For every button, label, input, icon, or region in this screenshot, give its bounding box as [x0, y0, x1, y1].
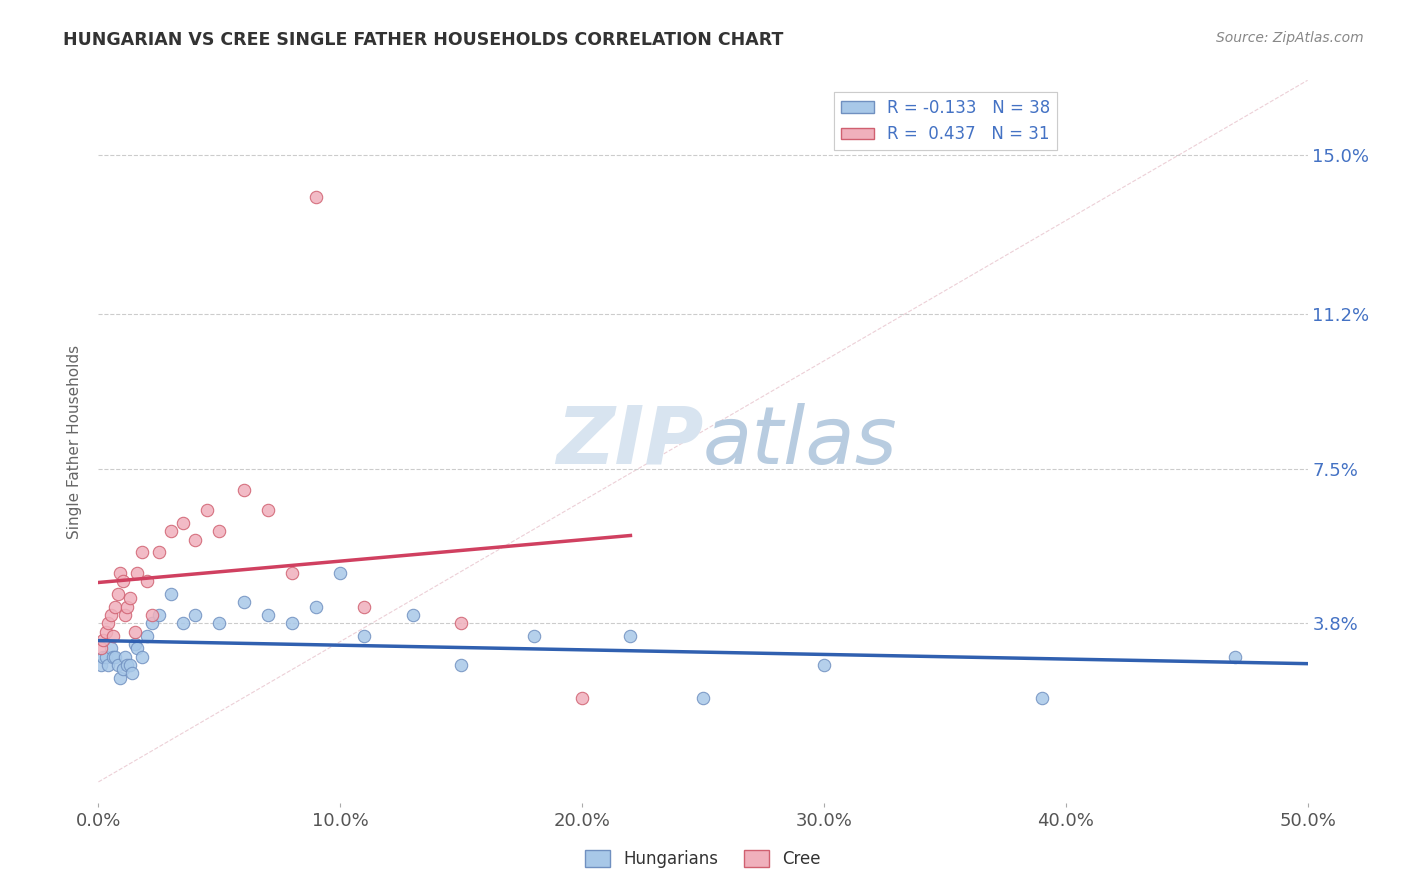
Point [107, 657, 129, 672]
Point [91, 649, 114, 664]
Point [101, 629, 124, 643]
Point [256, 503, 278, 517]
Point [256, 607, 278, 622]
Point [208, 524, 231, 539]
Point [172, 616, 194, 631]
Point [111, 662, 134, 676]
Point [108, 566, 131, 580]
Point [1031, 691, 1053, 706]
Point [523, 629, 546, 643]
Y-axis label: Single Father Households: Single Father Households [67, 344, 83, 539]
Point [135, 629, 157, 643]
Point [232, 483, 254, 497]
Point [127, 641, 149, 656]
Point [114, 649, 136, 664]
Point [107, 587, 129, 601]
Point [184, 533, 207, 547]
Point [329, 566, 352, 580]
Point [305, 190, 328, 204]
Point [131, 649, 153, 664]
Point [91, 632, 114, 647]
Point [94, 624, 117, 639]
Point [104, 649, 127, 664]
Point [121, 666, 143, 681]
Point [571, 691, 593, 706]
Point [90, 657, 112, 672]
Point [131, 545, 153, 559]
Point [281, 566, 304, 580]
Point [619, 629, 641, 643]
Point [141, 607, 163, 622]
Point [402, 607, 425, 622]
Text: atlas: atlas [703, 402, 898, 481]
Point [108, 671, 131, 685]
Point [141, 616, 163, 631]
Point [124, 637, 146, 651]
Point [208, 616, 231, 631]
Point [305, 599, 328, 614]
Point [124, 624, 146, 639]
Point [184, 607, 207, 622]
Point [813, 657, 835, 672]
Point [100, 607, 122, 622]
Point [118, 591, 141, 606]
Point [353, 599, 375, 614]
Point [195, 503, 218, 517]
Point [135, 574, 157, 589]
Point [97, 616, 120, 631]
Text: Source: ZipAtlas.com: Source: ZipAtlas.com [1216, 31, 1364, 45]
Point [114, 607, 136, 622]
Point [160, 587, 183, 601]
Point [117, 657, 139, 672]
Point [100, 641, 122, 656]
Legend: R = -0.133   N = 38, R =  0.437   N = 31: R = -0.133 N = 38, R = 0.437 N = 31 [834, 92, 1057, 150]
Point [172, 516, 194, 530]
Point [97, 657, 120, 672]
Text: HUNGARIAN VS CREE SINGLE FATHER HOUSEHOLDS CORRELATION CHART: HUNGARIAN VS CREE SINGLE FATHER HOUSEHOL… [63, 31, 783, 49]
Legend: Hungarians, Cree: Hungarians, Cree [579, 843, 827, 875]
Point [1223, 649, 1246, 664]
Point [160, 524, 183, 539]
Point [104, 599, 127, 614]
Point [127, 566, 149, 580]
Point [148, 607, 170, 622]
Point [111, 574, 134, 589]
Point [692, 691, 714, 706]
Point [353, 629, 375, 643]
Point [281, 616, 304, 631]
Point [118, 657, 141, 672]
Point [101, 649, 124, 664]
Point [148, 545, 170, 559]
Point [94, 649, 117, 664]
Point [90, 641, 112, 656]
Point [232, 595, 254, 609]
Point [450, 616, 472, 631]
Point [117, 599, 139, 614]
Point [450, 657, 472, 672]
Text: ZIP: ZIP [555, 402, 703, 481]
